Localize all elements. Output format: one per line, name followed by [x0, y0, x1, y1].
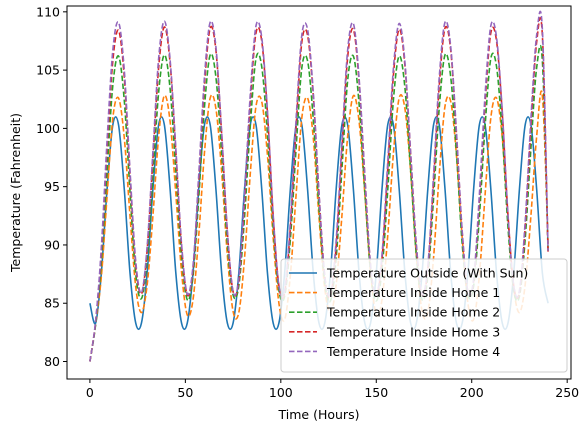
y-tick-label: 100: [36, 121, 60, 136]
legend-label-1: Temperature Outside (With Sun): [326, 266, 528, 281]
plot-area: [66, 5, 572, 380]
x-axis-ticks: 0 50 100 150 200 250: [86, 379, 579, 400]
y-tick-label: 85: [44, 296, 60, 311]
legend-box: [280, 258, 568, 373]
legend-label-2: Temperature Inside Home 1: [326, 285, 500, 300]
y-tick-label: 105: [36, 63, 60, 78]
y-tick-label: 90: [44, 237, 60, 252]
series-line-5: [89, 10, 549, 362]
y-tick-label: 80: [44, 354, 60, 369]
y-axis-label: Temperature (Fahrenheit): [8, 113, 23, 273]
x-tick-label: 100: [269, 385, 293, 400]
x-tick-label: 250: [555, 385, 579, 400]
legend-label-4: Temperature Inside Home 3: [326, 324, 500, 339]
x-tick-label: 150: [364, 385, 388, 400]
x-axis-label: Time (Hours): [278, 407, 360, 422]
x-tick-label: 0: [86, 385, 94, 400]
plot-frame: [66, 5, 572, 380]
x-tick-label: 200: [460, 385, 484, 400]
x-tick-label: 50: [177, 385, 193, 400]
legend-label-3: Temperature Inside Home 2: [326, 305, 500, 320]
y-tick-label: 110: [36, 4, 60, 19]
y-tick-label: 95: [44, 179, 60, 194]
legend-label-5: Temperature Inside Home 4: [326, 344, 500, 359]
y-axis-ticks: 80 85 90 95 100 105 110: [36, 4, 67, 369]
legend: Temperature Outside (With Sun) Temperatur…: [280, 258, 568, 373]
